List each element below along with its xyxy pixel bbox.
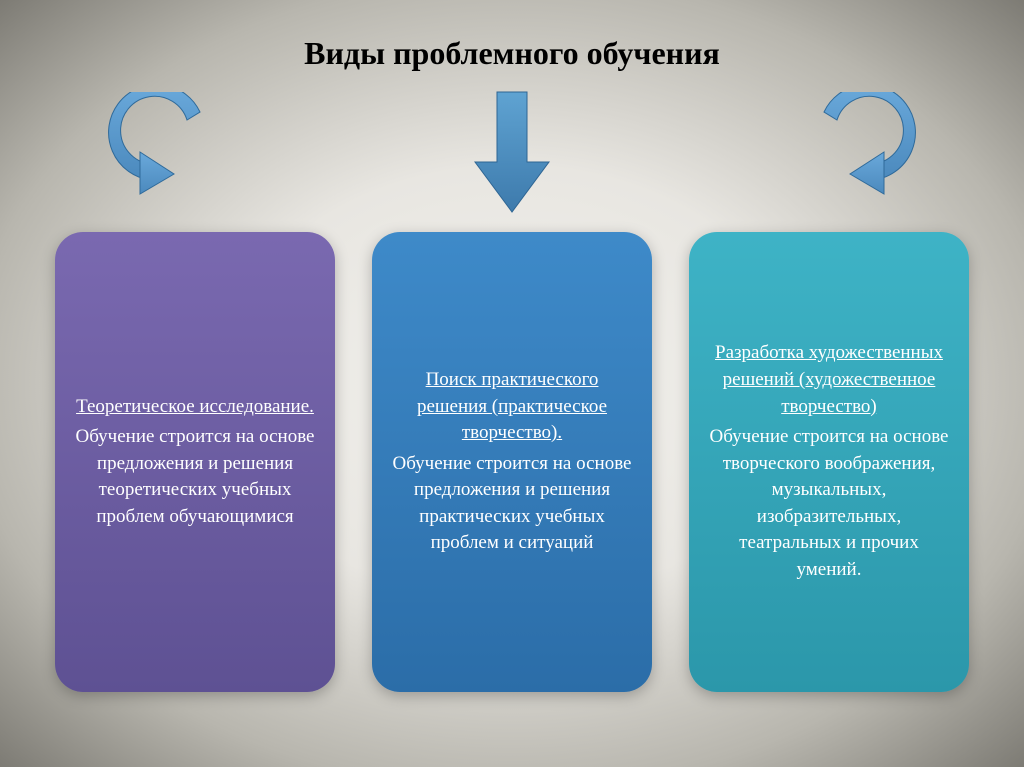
cards-row: Теоретическое исследование. Обучение стр… — [0, 232, 1024, 692]
arrow-right — [794, 92, 934, 212]
arrow-center — [467, 87, 557, 217]
page-title: Виды проблемного обучения — [0, 0, 1024, 72]
card-heading: Поиск практического решения (практическо… — [390, 367, 634, 447]
card-heading: Теоретическое исследование. — [73, 394, 317, 421]
card-body: Обучение строится на основе предложения … — [73, 424, 317, 530]
arrows-row — [0, 92, 1024, 212]
card-practical: Поиск практического решения (практическо… — [372, 232, 652, 692]
card-body: Обучение строится на основе творческого … — [707, 424, 951, 584]
card-theoretical: Теоретическое исследование. Обучение стр… — [55, 232, 335, 692]
card-artistic: Разработка художественных решений (худож… — [689, 232, 969, 692]
arrow-left — [90, 92, 230, 212]
card-heading: Разработка художественных решений (худож… — [707, 340, 951, 420]
card-body: Обучение строится на основе предложения … — [390, 451, 634, 557]
